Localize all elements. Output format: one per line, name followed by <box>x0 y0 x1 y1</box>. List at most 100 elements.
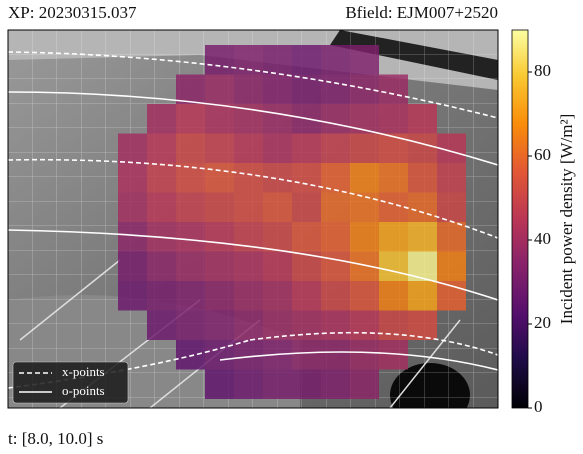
heatmap-cell <box>263 310 292 340</box>
heatmap-cell <box>321 133 350 163</box>
heatmap-cell <box>292 222 321 252</box>
heatmap-cell <box>379 192 408 222</box>
heatmap-cell <box>350 340 379 370</box>
chart-subtitle: Bfield: EJM007+2520 <box>345 3 498 22</box>
heatmap-cell <box>437 192 466 222</box>
heatmap-cell <box>379 104 408 134</box>
heatmap-cell <box>263 133 292 163</box>
heatmap-cell <box>205 74 234 104</box>
legend-label: o-points <box>62 383 105 398</box>
heatmap-cell <box>350 281 379 311</box>
colorbar-tick-label: 0 <box>534 397 543 416</box>
heatmap-cell <box>379 281 408 311</box>
heatmap-cell <box>350 251 379 281</box>
heatmap-cell <box>176 281 205 311</box>
heatmap-cell <box>321 163 350 193</box>
heatmap-cell <box>408 192 437 222</box>
heatmap-cell <box>350 133 379 163</box>
heatmap-cell <box>321 104 350 134</box>
colorbar-label: Incident power density [W/m²] <box>557 114 576 324</box>
heatmap-cell <box>408 104 437 134</box>
heatmap-cell <box>408 133 437 163</box>
heatmap-cell <box>408 251 437 281</box>
heatmap-cell <box>176 340 205 370</box>
heatmap-cell <box>176 104 205 134</box>
heatmap-cell <box>408 281 437 311</box>
heatmap-cell <box>147 133 176 163</box>
heatmap-cell <box>147 163 176 193</box>
heatmap-cell <box>205 192 234 222</box>
heatmap-cell <box>263 45 292 75</box>
heatmap-cell <box>176 133 205 163</box>
heatmap-cell <box>408 310 437 340</box>
heatmap-cell <box>234 369 263 399</box>
heatmap-cell <box>437 163 466 193</box>
heatmap-cell <box>176 310 205 340</box>
heatmap-cell <box>321 281 350 311</box>
heatmap-cell <box>321 192 350 222</box>
heatmap-cell <box>379 74 408 104</box>
heatmap-cell <box>321 369 350 399</box>
heatmap-cell <box>176 222 205 252</box>
heatmap-cell <box>321 74 350 104</box>
heatmap-cell <box>321 340 350 370</box>
heatmap-cell <box>234 163 263 193</box>
heatmap-cell <box>321 251 350 281</box>
heatmap-cell <box>234 133 263 163</box>
heatmap-cell <box>205 369 234 399</box>
heatmap-cell <box>205 222 234 252</box>
heatmap-cell <box>234 74 263 104</box>
heatmap-cell <box>118 251 147 281</box>
heatmap-cell <box>118 192 147 222</box>
heatmap-cell <box>147 192 176 222</box>
colorbar-tick-label: 80 <box>534 61 551 80</box>
heatmap-cell <box>292 74 321 104</box>
heatmap-cell <box>118 163 147 193</box>
heatmap-cell <box>234 281 263 311</box>
heatmap-cell <box>350 45 379 75</box>
caption: t: [8.0, 10.0] s <box>8 429 103 448</box>
heatmap-cell <box>234 251 263 281</box>
heatmap-cell <box>350 104 379 134</box>
heatmap-cell <box>437 251 466 281</box>
heatmap-cell <box>263 369 292 399</box>
heatmap-cell <box>263 251 292 281</box>
heatmap-cell <box>263 281 292 311</box>
heatmap-cell <box>408 222 437 252</box>
heatmap-cell <box>350 222 379 252</box>
heatmap-cell <box>292 369 321 399</box>
heatmap-cell <box>147 251 176 281</box>
heatmap-cell <box>263 74 292 104</box>
heatmap-cell <box>147 281 176 311</box>
heatmap-cell <box>118 222 147 252</box>
plot-frame <box>7 29 499 409</box>
heatmap-cell <box>321 310 350 340</box>
heatmap-cell <box>234 192 263 222</box>
legend: x-points o-points <box>12 361 129 404</box>
heatmap-cell <box>205 340 234 370</box>
heatmap-cell <box>205 310 234 340</box>
heatmap-cell <box>176 74 205 104</box>
heatmap-cell <box>147 310 176 340</box>
colorbar <box>511 29 529 409</box>
heatmap-cell <box>234 340 263 370</box>
heatmap-cell <box>292 310 321 340</box>
heatmap-cell <box>408 163 437 193</box>
heatmap-cell <box>118 133 147 163</box>
heatmap-cell <box>292 45 321 75</box>
heatmap-cell <box>205 281 234 311</box>
heatmap-cell <box>147 104 176 134</box>
heatmap-cell <box>321 222 350 252</box>
heatmap <box>118 45 466 399</box>
heatmap-cell <box>292 281 321 311</box>
heatmap-cell <box>176 192 205 222</box>
heatmap-cell <box>234 310 263 340</box>
heatmap-cell <box>205 45 234 75</box>
colorbar-tick-label: 60 <box>534 145 551 164</box>
heatmap-cell <box>205 251 234 281</box>
heatmap-cell <box>379 163 408 193</box>
heatmap-cell <box>118 281 147 311</box>
colorbar-tick-label: 20 <box>534 313 551 332</box>
heatmap-cell <box>350 310 379 340</box>
